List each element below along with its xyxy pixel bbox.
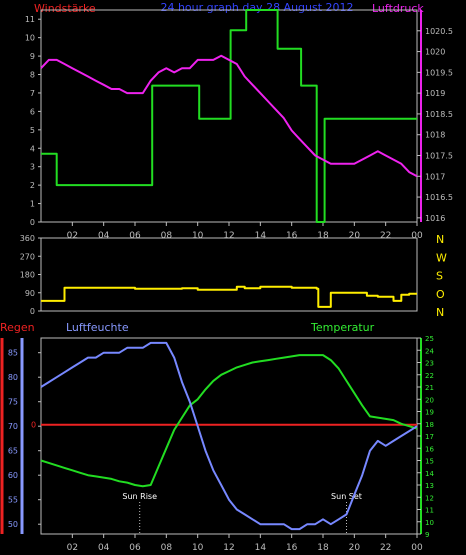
compass-label: S bbox=[436, 270, 443, 283]
wind-direction-line bbox=[41, 285, 417, 308]
temperature-axis-title: Temperatur bbox=[310, 321, 375, 334]
temperature-line bbox=[40, 354, 418, 488]
humidity-temperature-x-tick-label: 10 bbox=[192, 543, 204, 553]
humidity-tick-label: 60 bbox=[8, 471, 18, 480]
wind-pressure-x-tick-label: 16 bbox=[286, 231, 298, 241]
humidity-temperature-x-tick-label: 12 bbox=[223, 543, 234, 553]
humidity-temperature-x-tick-label: 02 bbox=[67, 543, 78, 553]
wind-speed-tick-label: 0 bbox=[30, 218, 35, 227]
wind-pressure-x-tick-label: 22 bbox=[380, 231, 391, 241]
chart-title: 24 hour graph day 28 August 2012 bbox=[160, 1, 353, 14]
temperature-tick-label: 25 bbox=[425, 335, 434, 343]
humidity-temperature-x-tick-label: 22 bbox=[380, 543, 391, 553]
wind-speed-tick-label: 1 bbox=[30, 200, 35, 209]
wind-direction-tick-label: 360 bbox=[20, 234, 35, 243]
humidity-tick-label: 85 bbox=[8, 349, 18, 358]
pressure-tick-label: 1017.5 bbox=[425, 151, 453, 160]
pressure-tick-label: 1019 bbox=[425, 89, 445, 98]
temperature-tick-label: 16 bbox=[425, 445, 434, 453]
wind-pressure-x-tick-label: 10 bbox=[192, 231, 204, 241]
wind-speed-tick-label: 4 bbox=[30, 144, 35, 153]
wind-speed-title: Windstärke bbox=[34, 2, 96, 15]
wind-pressure-x-tick-label: 02 bbox=[67, 231, 78, 241]
temperature-tick-label: 12 bbox=[425, 494, 434, 502]
sun-set-label: Sun Set bbox=[331, 492, 362, 501]
pressure-tick-label: 1017 bbox=[425, 172, 445, 181]
wind-speed-tick-label: 11 bbox=[25, 15, 35, 24]
wind-pressure-x-tick-label: 00 bbox=[411, 231, 423, 241]
humidity-tick-label: 70 bbox=[8, 422, 18, 431]
temperature-tick-label: 15 bbox=[425, 458, 434, 466]
humidity-temperature-x-tick-label: 08 bbox=[161, 543, 173, 553]
pressure-title: Luftdruck bbox=[372, 2, 424, 15]
pressure-tick-label: 1019.5 bbox=[425, 68, 453, 77]
compass-label: O bbox=[436, 288, 445, 301]
wind-pressure-x-tick-label: 20 bbox=[349, 231, 361, 241]
humidity-axis-title: Luftfeuchte bbox=[66, 321, 129, 334]
temperature-tick-label: 13 bbox=[425, 482, 434, 490]
wind-speed-tick-label: 6 bbox=[30, 107, 35, 116]
wind-direction-tick-label: 0 bbox=[30, 307, 35, 316]
temperature-tick-label: 19 bbox=[425, 409, 434, 417]
temperature-tick-label: 22 bbox=[425, 372, 434, 380]
temperature-tick-label: 23 bbox=[425, 360, 434, 368]
temperature-tick-label: 21 bbox=[425, 384, 434, 392]
pressure-tick-label: 1018.5 bbox=[425, 110, 453, 119]
rain-axis-title: Regen bbox=[0, 321, 35, 334]
compass-label: W bbox=[436, 251, 447, 264]
wind-speed-tick-label: 7 bbox=[30, 89, 35, 98]
humidity-tick-label: 80 bbox=[8, 373, 18, 382]
compass-label: N bbox=[436, 233, 444, 246]
wind-pressure-x-tick-label: 18 bbox=[317, 231, 329, 241]
temperature-tick-label: 24 bbox=[425, 347, 434, 355]
wind-speed-tick-label: 8 bbox=[30, 71, 35, 80]
pressure-line bbox=[40, 54, 418, 178]
pressure-tick-label: 1018 bbox=[425, 131, 445, 140]
humidity-temperature-x-tick-label: 00 bbox=[411, 543, 423, 553]
wind-pressure-x-tick-label: 08 bbox=[161, 231, 173, 241]
wind-speed-tick-label: 10 bbox=[25, 34, 35, 43]
temperature-tick-label: 10 bbox=[425, 519, 434, 527]
pressure-tick-label: 1016 bbox=[425, 214, 445, 223]
humidity-tick-label: 50 bbox=[8, 520, 18, 529]
humidity-tick-label: 65 bbox=[8, 447, 18, 456]
wind-direction-tick-label: 270 bbox=[20, 252, 35, 261]
humidity-temperature-x-tick-label: 18 bbox=[317, 543, 329, 553]
humidity-tick-label: 75 bbox=[8, 398, 18, 407]
temperature-tick-label: 14 bbox=[425, 470, 434, 478]
pressure-tick-label: 1020.5 bbox=[425, 27, 453, 36]
wind-direction-tick-label: 180 bbox=[20, 271, 35, 280]
wind-pressure-x-tick-label: 04 bbox=[98, 231, 110, 241]
wind-pressure-x-tick-label: 14 bbox=[255, 231, 267, 241]
temperature-tick-label: 18 bbox=[425, 421, 434, 429]
wind-speed-tick-label: 5 bbox=[30, 126, 35, 135]
humidity-temperature-x-tick-label: 16 bbox=[286, 543, 298, 553]
humidity-temperature-x-tick-label: 04 bbox=[98, 543, 110, 553]
wind-speed-tick-label: 3 bbox=[30, 163, 35, 172]
humidity-temperature-x-tick-label: 06 bbox=[129, 543, 141, 553]
temperature-tick-label: 9 bbox=[425, 531, 429, 539]
wind-speed-line bbox=[41, 9, 417, 223]
wind-speed-tick-label: 2 bbox=[30, 181, 35, 190]
pressure-tick-label: 1016.5 bbox=[425, 193, 453, 202]
wind-pressure-x-tick-label: 12 bbox=[223, 231, 234, 241]
sun-rise-label: Sun Rise bbox=[122, 492, 157, 501]
temperature-tick-label: 11 bbox=[425, 507, 434, 515]
temperature-tick-label: 20 bbox=[425, 396, 434, 404]
rain-tick-label: 0 bbox=[31, 421, 36, 430]
wind-direction-tick-label: 90 bbox=[25, 289, 35, 298]
wind-pressure-x-tick-label: 06 bbox=[129, 231, 141, 241]
humidity-line bbox=[40, 341, 418, 531]
compass-label: N bbox=[436, 306, 444, 319]
humidity-tick-label: 55 bbox=[8, 496, 18, 505]
wind-speed-tick-label: 9 bbox=[30, 52, 35, 61]
temperature-tick-label: 17 bbox=[425, 433, 434, 441]
humidity-temperature-x-tick-label: 14 bbox=[255, 543, 267, 553]
humidity-temperature-x-tick-label: 20 bbox=[349, 543, 361, 553]
pressure-tick-label: 1020 bbox=[425, 48, 445, 57]
generated-marks: 0123456789101110161016.510171017.5101810… bbox=[8, 9, 453, 553]
